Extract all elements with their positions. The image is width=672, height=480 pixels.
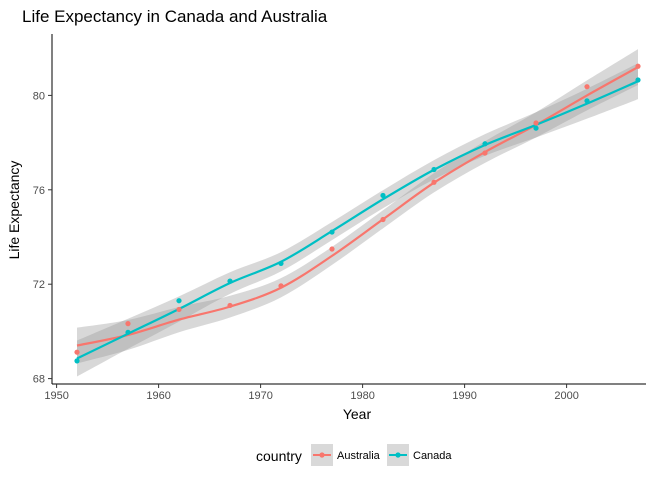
data-point-australia — [125, 321, 131, 327]
data-point-canada — [125, 329, 131, 335]
data-point-australia — [482, 150, 488, 156]
data-point-canada — [584, 98, 590, 104]
x-tick-label: 1950 — [44, 390, 68, 402]
legend-title: country — [256, 448, 302, 464]
data-point-canada — [74, 358, 80, 364]
data-point-australia — [176, 306, 182, 313]
x-tick-label: 2000 — [554, 390, 578, 402]
data-point-canada — [533, 125, 539, 131]
legend-entry-australia: Australia — [311, 444, 381, 466]
x-axis-title: Year — [343, 406, 372, 422]
y-tick-label: 72 — [33, 279, 45, 291]
legend-entry-canada: Canada — [387, 444, 452, 466]
plot-area: 1950 1960 1970 1980 1990 2000 68 72 76 80 — [33, 34, 646, 402]
confidence-band-canada — [77, 63, 638, 377]
data-point-canada — [329, 229, 335, 235]
data-point-australia — [431, 179, 437, 185]
y-tick-label: 68 — [33, 374, 45, 386]
data-point-australia — [278, 283, 284, 289]
data-point-australia — [74, 349, 80, 355]
data-point-canada — [635, 77, 641, 83]
y-tick-label: 80 — [33, 90, 45, 102]
data-point-canada — [431, 166, 437, 173]
chart-title: Life Expectancy in Canada and Australia — [22, 7, 328, 26]
data-point-australia — [635, 63, 641, 69]
legend-key-point — [319, 452, 325, 458]
data-point-canada — [176, 298, 182, 304]
legend-label: Canada — [413, 450, 452, 462]
x-tick-label: 1990 — [452, 390, 476, 402]
data-point-canada — [278, 260, 284, 267]
y-axis-title: Life Expectancy — [6, 161, 22, 260]
x-tick-label: 1960 — [146, 390, 170, 402]
legend: country Australia Canada — [256, 444, 452, 466]
data-point-canada — [227, 278, 233, 284]
data-point-australia — [227, 302, 233, 309]
data-point-australia — [533, 120, 539, 126]
trend-line-canada — [76, 80, 639, 360]
data-point-australia — [380, 216, 386, 223]
data-point-australia — [584, 84, 590, 90]
x-tick-label: 1980 — [350, 390, 374, 402]
data-point-australia — [329, 246, 335, 252]
legend-key-point — [395, 452, 401, 458]
data-point-canada — [380, 192, 386, 199]
data-point-canada — [482, 141, 488, 147]
x-tick-label: 1970 — [248, 390, 272, 402]
legend-label: Australia — [337, 450, 381, 462]
y-tick-label: 76 — [33, 185, 45, 197]
